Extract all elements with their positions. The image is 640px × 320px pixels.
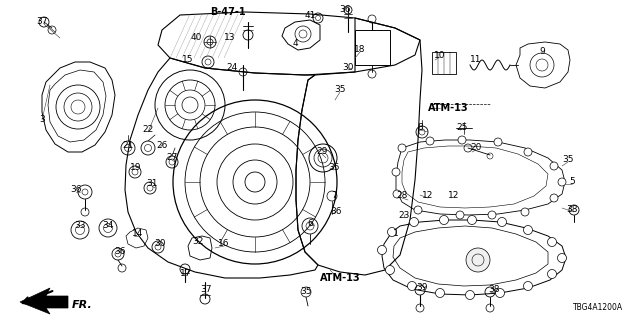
Circle shape bbox=[393, 190, 401, 198]
Text: 1: 1 bbox=[393, 229, 399, 238]
Text: 15: 15 bbox=[182, 55, 194, 65]
Text: 23: 23 bbox=[398, 212, 410, 220]
Text: 5: 5 bbox=[569, 178, 575, 187]
Text: 18: 18 bbox=[355, 45, 365, 54]
Circle shape bbox=[524, 148, 532, 156]
Text: 36: 36 bbox=[330, 207, 342, 217]
Text: ATM-13: ATM-13 bbox=[428, 103, 468, 113]
Text: 21: 21 bbox=[122, 140, 134, 149]
Text: 35: 35 bbox=[563, 156, 573, 164]
Text: 38: 38 bbox=[566, 205, 578, 214]
Text: 6: 6 bbox=[307, 220, 313, 228]
Circle shape bbox=[547, 237, 557, 246]
Text: 36: 36 bbox=[70, 186, 82, 195]
Text: 28: 28 bbox=[396, 191, 408, 201]
Circle shape bbox=[467, 215, 477, 225]
Text: 4: 4 bbox=[292, 39, 298, 49]
Text: TBG4A1200A: TBG4A1200A bbox=[573, 303, 623, 313]
Text: 8: 8 bbox=[417, 124, 423, 132]
Circle shape bbox=[440, 215, 449, 225]
Text: 9: 9 bbox=[539, 47, 545, 57]
Text: 29: 29 bbox=[316, 148, 328, 156]
Circle shape bbox=[466, 248, 490, 272]
Text: 14: 14 bbox=[132, 229, 144, 238]
Text: 12: 12 bbox=[448, 191, 460, 201]
Text: 36: 36 bbox=[339, 5, 351, 14]
Circle shape bbox=[524, 282, 532, 291]
Polygon shape bbox=[20, 288, 68, 314]
Text: 33: 33 bbox=[74, 221, 86, 230]
Circle shape bbox=[458, 136, 466, 144]
Text: 35: 35 bbox=[300, 287, 312, 297]
Circle shape bbox=[488, 211, 496, 219]
Text: 30: 30 bbox=[342, 63, 354, 73]
Circle shape bbox=[398, 144, 406, 152]
Circle shape bbox=[524, 226, 532, 235]
Text: 26: 26 bbox=[156, 140, 168, 149]
Text: FR.: FR. bbox=[72, 300, 93, 310]
Text: ATM-13: ATM-13 bbox=[320, 273, 360, 283]
Circle shape bbox=[385, 266, 394, 275]
Text: 22: 22 bbox=[142, 125, 154, 134]
Text: 35: 35 bbox=[334, 85, 346, 94]
Circle shape bbox=[550, 162, 558, 170]
Circle shape bbox=[456, 211, 464, 219]
Text: 24: 24 bbox=[227, 63, 237, 73]
Text: 32: 32 bbox=[192, 237, 204, 246]
Text: 11: 11 bbox=[470, 55, 482, 65]
Circle shape bbox=[414, 206, 422, 214]
Text: B-47-1: B-47-1 bbox=[210, 7, 246, 17]
Text: 31: 31 bbox=[147, 180, 157, 188]
Text: 35: 35 bbox=[328, 164, 340, 172]
Circle shape bbox=[435, 289, 445, 298]
Text: 13: 13 bbox=[224, 34, 236, 43]
Text: 20: 20 bbox=[470, 143, 482, 153]
Text: 41: 41 bbox=[304, 12, 316, 20]
Circle shape bbox=[392, 168, 400, 176]
Circle shape bbox=[426, 137, 434, 145]
Text: 10: 10 bbox=[435, 51, 445, 60]
Circle shape bbox=[410, 218, 419, 227]
Circle shape bbox=[378, 245, 387, 254]
Text: 19: 19 bbox=[131, 164, 141, 172]
Text: 30: 30 bbox=[154, 239, 166, 249]
Circle shape bbox=[494, 138, 502, 146]
Text: 25: 25 bbox=[456, 124, 468, 132]
Text: 16: 16 bbox=[218, 239, 230, 249]
Circle shape bbox=[521, 208, 529, 216]
Text: 36: 36 bbox=[115, 247, 125, 257]
Circle shape bbox=[557, 253, 566, 262]
Circle shape bbox=[465, 291, 474, 300]
Circle shape bbox=[497, 218, 506, 227]
Circle shape bbox=[408, 282, 417, 291]
Text: 12: 12 bbox=[422, 191, 434, 201]
Text: 38: 38 bbox=[488, 285, 500, 294]
Text: 40: 40 bbox=[190, 34, 202, 43]
Text: 37: 37 bbox=[36, 18, 48, 27]
Circle shape bbox=[547, 269, 557, 278]
Text: 3: 3 bbox=[39, 116, 45, 124]
Circle shape bbox=[495, 289, 504, 298]
Circle shape bbox=[387, 228, 397, 236]
Text: 7: 7 bbox=[331, 191, 337, 201]
Circle shape bbox=[558, 178, 566, 186]
Circle shape bbox=[550, 194, 558, 202]
Text: 37: 37 bbox=[200, 285, 212, 294]
Text: 17: 17 bbox=[180, 269, 192, 278]
Text: 39: 39 bbox=[416, 284, 428, 292]
Text: 27: 27 bbox=[166, 154, 178, 163]
Text: 34: 34 bbox=[102, 221, 114, 230]
